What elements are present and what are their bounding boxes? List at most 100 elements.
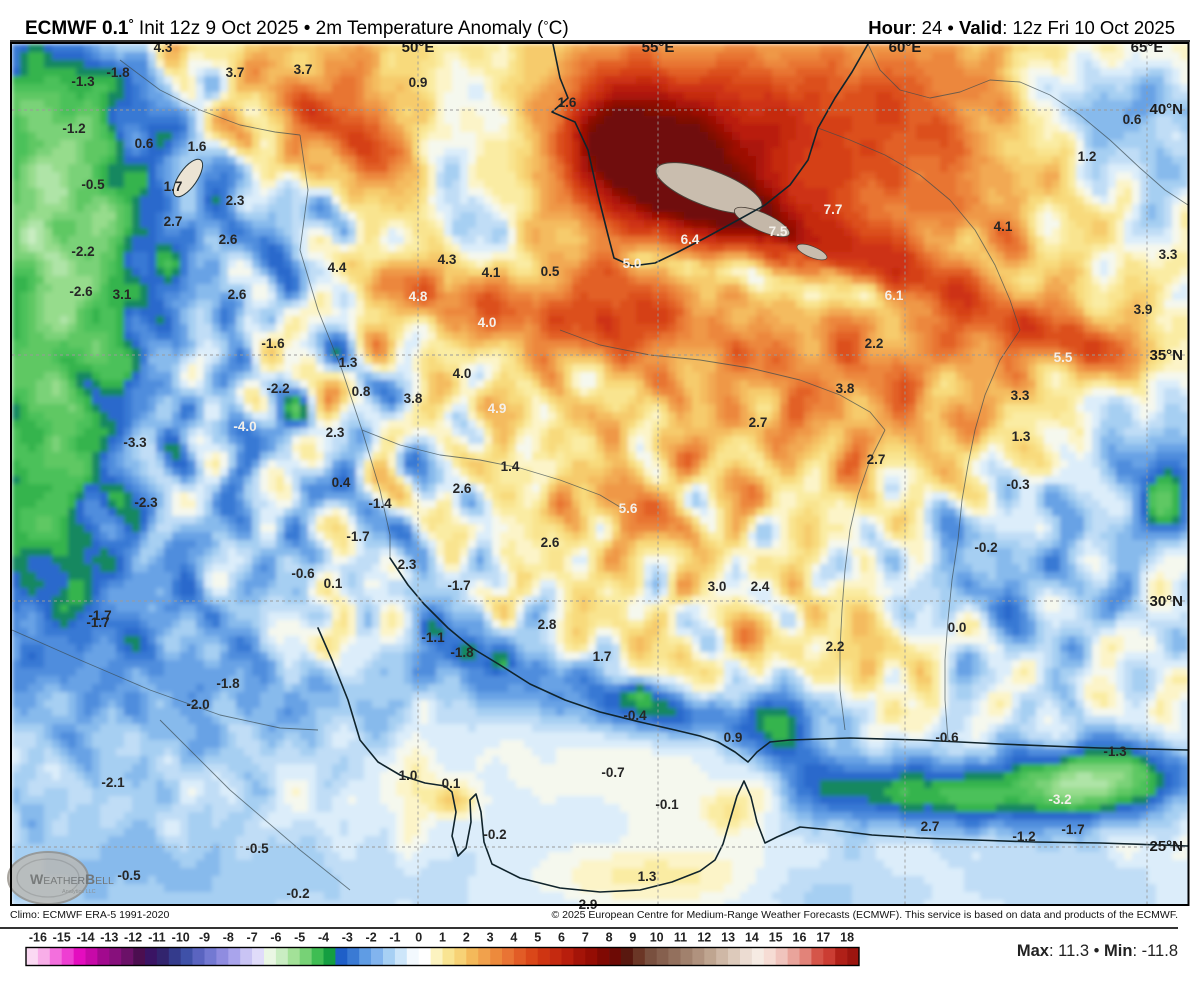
svg-text:-3: -3 — [342, 931, 353, 945]
svg-text:-3.3: -3.3 — [123, 435, 147, 450]
svg-text:2.3: 2.3 — [398, 557, 417, 572]
svg-text:0.1: 0.1 — [442, 776, 461, 791]
svg-text:-5: -5 — [294, 931, 305, 945]
svg-text:1.2: 1.2 — [1078, 149, 1097, 164]
svg-text:5: 5 — [534, 931, 541, 945]
svg-text:-2.2: -2.2 — [71, 244, 94, 259]
svg-text:1.7: 1.7 — [164, 179, 183, 194]
svg-text:0.8: 0.8 — [352, 384, 371, 399]
svg-text:-3.2: -3.2 — [1048, 792, 1071, 807]
svg-text:-4.0: -4.0 — [233, 419, 256, 434]
svg-text:-1.8: -1.8 — [450, 645, 474, 660]
svg-text:1: 1 — [439, 931, 446, 945]
svg-text:-2.1: -2.1 — [101, 775, 125, 790]
svg-text:17: 17 — [816, 931, 830, 945]
svg-text:4: 4 — [510, 931, 517, 945]
svg-text:30°N: 30°N — [1149, 593, 1183, 610]
svg-text:7.7: 7.7 — [824, 202, 843, 217]
svg-text:-0.4: -0.4 — [623, 708, 647, 723]
svg-text:2.3: 2.3 — [326, 425, 345, 440]
svg-text:0.0: 0.0 — [948, 620, 967, 635]
svg-text:-1.2: -1.2 — [1012, 829, 1035, 844]
svg-text:2.7: 2.7 — [749, 415, 768, 430]
svg-text:4.1: 4.1 — [482, 265, 501, 280]
svg-text:-0.5: -0.5 — [117, 868, 141, 883]
svg-text:-0.1: -0.1 — [655, 797, 679, 812]
svg-text:35°N: 35°N — [1149, 347, 1183, 364]
svg-text:1.3: 1.3 — [339, 355, 358, 370]
svg-text:-1.4: -1.4 — [368, 496, 392, 511]
svg-text:3.7: 3.7 — [226, 65, 245, 80]
svg-text:-1.1: -1.1 — [421, 630, 445, 645]
svg-text:11: 11 — [674, 931, 687, 945]
svg-text:65°E: 65°E — [1131, 39, 1164, 56]
svg-text:1.3: 1.3 — [638, 869, 657, 884]
svg-text:2.6: 2.6 — [453, 481, 472, 496]
svg-text:50°E: 50°E — [402, 39, 435, 56]
svg-text:-1.6: -1.6 — [261, 336, 285, 351]
svg-text:1.7: 1.7 — [593, 649, 612, 664]
svg-text:1.3: 1.3 — [1012, 429, 1031, 444]
svg-text:-1: -1 — [389, 931, 400, 945]
svg-text:0.5: 0.5 — [541, 264, 560, 279]
svg-text:-1.7: -1.7 — [346, 529, 369, 544]
svg-text:2.8: 2.8 — [538, 617, 557, 632]
svg-text:-15: -15 — [53, 931, 71, 945]
svg-text:60°E: 60°E — [889, 39, 922, 56]
svg-text:25°N: 25°N — [1149, 838, 1183, 855]
svg-text:-12: -12 — [124, 931, 142, 945]
svg-text:-1.8: -1.8 — [106, 65, 130, 80]
svg-text:-0.2: -0.2 — [483, 827, 506, 842]
svg-text:-10: -10 — [172, 931, 190, 945]
svg-text:0.6: 0.6 — [1123, 112, 1142, 127]
svg-text:-1.3: -1.3 — [71, 74, 95, 89]
svg-text:4.1: 4.1 — [994, 219, 1013, 234]
svg-text:5.5: 5.5 — [1054, 350, 1073, 365]
svg-text:3.9: 3.9 — [1134, 302, 1153, 317]
svg-text:9: 9 — [629, 931, 636, 945]
svg-text:-1.7: -1.7 — [88, 608, 111, 623]
svg-text:WEATHERBELL: WEATHERBELL — [30, 871, 114, 887]
svg-text:15: 15 — [769, 931, 783, 945]
svg-text:2.4: 2.4 — [751, 579, 770, 594]
svg-text:-0.3: -0.3 — [1006, 477, 1030, 492]
svg-text:-1.7: -1.7 — [447, 578, 470, 593]
svg-text:2.2: 2.2 — [826, 639, 845, 654]
svg-text:5.0: 5.0 — [623, 256, 642, 271]
svg-text:4.3: 4.3 — [438, 252, 457, 267]
svg-text:3.3: 3.3 — [1011, 388, 1030, 403]
svg-text:4.9: 4.9 — [488, 401, 507, 416]
svg-text:0: 0 — [415, 931, 422, 945]
svg-text:7: 7 — [582, 931, 589, 945]
svg-text:-2.0: -2.0 — [186, 697, 209, 712]
svg-text:-1.7: -1.7 — [1061, 822, 1084, 837]
svg-text:Analytics LLC: Analytics LLC — [62, 889, 96, 895]
svg-text:4.0: 4.0 — [453, 366, 472, 381]
svg-text:-11: -11 — [148, 931, 165, 945]
svg-text:2.6: 2.6 — [219, 232, 238, 247]
svg-text:8: 8 — [606, 931, 613, 945]
svg-text:2.7: 2.7 — [164, 214, 183, 229]
svg-text:2: 2 — [463, 931, 470, 945]
svg-text:3.8: 3.8 — [404, 391, 423, 406]
svg-text:-14: -14 — [76, 931, 94, 945]
svg-text:2.7: 2.7 — [867, 452, 886, 467]
svg-text:3.8: 3.8 — [836, 381, 855, 396]
svg-text:-0.2: -0.2 — [286, 886, 309, 901]
svg-text:0.1: 0.1 — [324, 576, 343, 591]
svg-text:-1.8: -1.8 — [216, 676, 240, 691]
svg-text:2.6: 2.6 — [541, 535, 560, 550]
svg-text:-1.3: -1.3 — [1103, 744, 1127, 759]
svg-text:3: 3 — [487, 931, 494, 945]
svg-text:3.3: 3.3 — [1159, 247, 1178, 262]
svg-text:5.6: 5.6 — [619, 501, 638, 516]
svg-text:-13: -13 — [100, 931, 118, 945]
svg-text:18: 18 — [840, 931, 854, 945]
svg-text:55°E: 55°E — [642, 39, 675, 56]
svg-text:-2.3: -2.3 — [134, 495, 158, 510]
svg-text:2.2: 2.2 — [865, 336, 884, 351]
svg-text:1.6: 1.6 — [188, 139, 207, 154]
svg-text:7.5: 7.5 — [769, 224, 788, 239]
svg-text:1.4: 1.4 — [501, 459, 520, 474]
svg-text:-2: -2 — [366, 931, 377, 945]
